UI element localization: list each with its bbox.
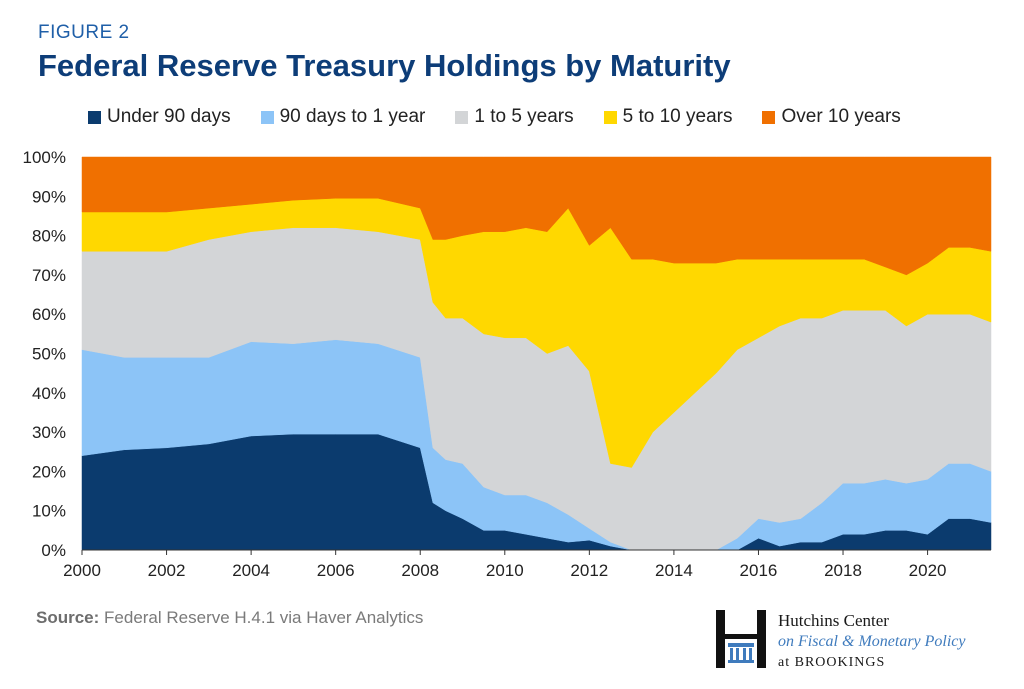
y-tick-label: 70%	[32, 266, 66, 285]
x-tick-label: 2008	[401, 561, 439, 580]
x-tick-label: 2006	[317, 561, 355, 580]
legend: Under 90 days 90 days to 1 year 1 to 5 y…	[88, 106, 901, 128]
y-tick-label: 80%	[32, 227, 66, 246]
legend-label: Over 10 years	[781, 106, 901, 127]
y-tick-label: 10%	[32, 502, 66, 521]
x-tick-label: 2012	[570, 561, 608, 580]
figure-label: FIGURE 2	[38, 22, 130, 43]
logo-line-1: Hutchins Center	[778, 611, 889, 630]
legend-label: 5 to 10 years	[622, 106, 733, 127]
x-tick-label: 2016	[740, 561, 778, 580]
brookings-h-icon	[716, 610, 766, 668]
source-label: Source:	[36, 608, 100, 627]
legend-item-1-to-5-years: 1 to 5 years	[455, 106, 574, 128]
legend-item-over-10-years: Over 10 years	[762, 106, 901, 128]
logo-line-2: on Fiscal & Monetary Policy	[778, 633, 966, 650]
legend-swatch	[455, 110, 469, 124]
y-tick-label: 20%	[32, 462, 66, 481]
legend-item-5-to-10-years: 5 to 10 years	[603, 106, 733, 128]
legend-swatch	[762, 110, 776, 124]
y-tick-label: 50%	[32, 345, 66, 364]
area-over-10-years	[81, 156, 992, 276]
y-tick-label: 90%	[32, 187, 66, 206]
legend-swatch	[88, 110, 101, 124]
x-tick-label: 2000	[63, 561, 101, 580]
y-tick-label: 100%	[23, 148, 66, 167]
x-tick-label: 2010	[486, 561, 524, 580]
legend-item-under-90-days: Under 90 days	[88, 106, 231, 128]
legend-label: 1 to 5 years	[474, 106, 574, 127]
source-text: Federal Reserve H.4.1 via Haver Analytic…	[99, 608, 424, 627]
hutchins-center-logo: Hutchins Center on Fiscal & Monetary Pol…	[716, 608, 1016, 674]
y-tick-label: 0%	[41, 541, 66, 560]
legend-swatch	[260, 110, 274, 124]
y-tick-label: 60%	[32, 305, 66, 324]
x-tick-label: 2004	[232, 561, 270, 580]
source-note: Source: Federal Reserve H.4.1 via Haver …	[36, 608, 423, 628]
legend-label: Under 90 days	[107, 106, 231, 127]
legend-swatch	[603, 110, 617, 124]
x-tick-label: 2018	[824, 561, 862, 580]
chart-title: Federal Reserve Treasury Holdings by Mat…	[38, 48, 731, 83]
y-tick-label: 30%	[32, 423, 66, 442]
legend-item-90-days-to-1-year: 90 days to 1 year	[260, 106, 426, 128]
stacked-area-chart: 0% 10% 20% 30% 40% 50% 60% 70% 80% 90% 100% 2000 200…	[23, 148, 992, 580]
logo-line-3: at BROOKINGS	[778, 655, 886, 670]
y-tick-label: 40%	[32, 384, 66, 403]
x-tick-label: 2002	[148, 561, 186, 580]
legend-label: 90 days to 1 year	[279, 106, 426, 127]
x-tick-label: 2020	[909, 561, 947, 580]
x-tick-label: 2014	[655, 561, 693, 580]
